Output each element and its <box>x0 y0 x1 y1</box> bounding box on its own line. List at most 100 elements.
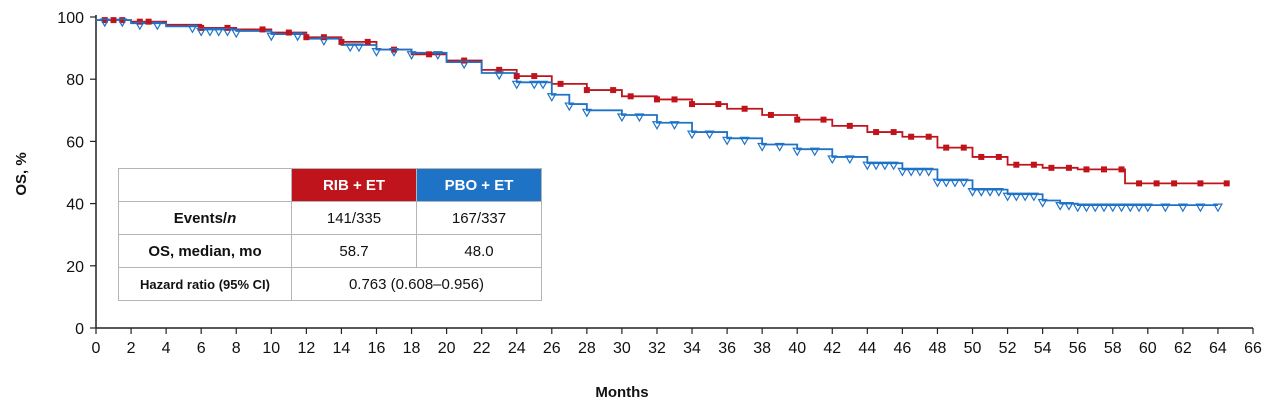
pbo-et-censor-mark <box>923 167 934 177</box>
rib-et-censor-mark <box>1171 180 1178 187</box>
rib-et-censor-mark <box>1100 166 1107 173</box>
pbo-et-censor-mark <box>537 80 549 90</box>
pbo-et-censor-mark <box>511 80 522 90</box>
pbo-et-censor-mark <box>792 147 803 157</box>
axes <box>95 15 1253 329</box>
x-tick-label: 24 <box>508 340 526 357</box>
pbo-et-censor-mark <box>266 32 277 42</box>
pbo-et-censor-mark <box>1177 203 1188 213</box>
pbo-et-censor-mark <box>117 18 128 28</box>
pbo-et-censor-mark <box>231 29 242 39</box>
x-ticks: 0 2 4 6 8 10 12 14 16 18 20 22 24 26 28 30 32 34 36 38 40 42 4… <box>92 328 1262 357</box>
pbo-et-censor-mark <box>967 188 978 197</box>
median-pbo: 48.0 <box>416 234 542 268</box>
x-tick-label: 62 <box>1174 340 1192 357</box>
rib-et-censor-mark <box>995 153 1002 160</box>
rib-et-censor-mark <box>794 116 801 123</box>
pbo-et-censor-mark <box>1125 203 1136 213</box>
y-tick-label: 20 <box>66 259 84 276</box>
x-tick-label: 30 <box>613 340 631 357</box>
rib-et-censor-mark <box>1118 166 1125 173</box>
pbo-et-censor-mark <box>564 102 575 112</box>
pbo-et-censor-mark <box>1037 198 1048 208</box>
pbo-et-censor-mark <box>204 27 215 37</box>
rib-et-censor-mark <box>338 38 345 45</box>
pbo-et-censor-mark <box>1134 203 1145 213</box>
pbo-et-censor-mark <box>993 188 1004 197</box>
x-tick-label: 42 <box>823 340 841 357</box>
pbo-et-censor-mark <box>634 113 645 123</box>
pbo-et-censor-mark <box>222 27 233 37</box>
pbo-et-censor-mark <box>958 178 969 188</box>
pbo-et-censor-mark <box>651 121 663 130</box>
rib-et-censor-mark <box>978 153 985 160</box>
censor-marks <box>99 17 1230 213</box>
rib-et-censor-mark <box>285 29 292 36</box>
pbo-et-censor-mark <box>1002 192 1013 202</box>
rib-et-censor-mark <box>908 133 915 140</box>
pbo-et-censor-mark <box>152 21 163 31</box>
y-tick-label: 40 <box>66 197 84 214</box>
x-tick-label: 16 <box>368 340 386 357</box>
x-tick-label: 40 <box>788 340 806 357</box>
pbo-et-censor-mark <box>1063 202 1074 211</box>
rib-et-censor-mark <box>426 51 433 58</box>
pbo-et-censor-mark <box>99 18 110 28</box>
rib-et-censor-mark <box>391 46 398 53</box>
pbo-et-censor-mark <box>1072 203 1083 213</box>
rib-et-censor-mark <box>1083 166 1090 173</box>
x-tick-label: 58 <box>1104 340 1122 357</box>
rib-et-censor-mark <box>557 80 564 87</box>
rib-et-censor-mark <box>1065 164 1072 171</box>
rib-et-censor-mark <box>1223 180 1230 187</box>
rib-et-censor-mark <box>496 66 503 73</box>
pbo-et-censor-mark <box>292 32 303 42</box>
rib-et-censor-mark <box>671 96 678 103</box>
rib-et-censor-mark <box>145 18 152 25</box>
rib-et-censor-mark <box>1197 180 1204 187</box>
x-axis-title: Months <box>595 384 648 401</box>
pbo-et-censor-mark <box>134 21 145 31</box>
y-ticks: 0 20 40 60 80 100 <box>57 10 96 338</box>
rib-et-censor-mark <box>531 73 538 80</box>
rib-et-censor-mark <box>1013 161 1020 168</box>
header-rib-et: RIB + ET <box>291 168 417 202</box>
x-tick-label: 0 <box>92 340 101 357</box>
x-tick-label: 22 <box>473 340 491 357</box>
pbo-et-censor-mark <box>686 130 698 140</box>
x-tick-label: 34 <box>683 340 701 357</box>
pbo-et-censor-mark <box>187 24 198 34</box>
pbo-et-censor-mark <box>932 178 943 188</box>
table-row: Hazard ratio (95% CI) 0.763 (0.608–0.956… <box>118 267 542 301</box>
pbo-et-censor-mark <box>432 51 443 60</box>
pbo-et-censor-mark <box>213 27 224 37</box>
table-row: Events/n 141/335 167/337 <box>118 201 542 235</box>
x-tick-label: 12 <box>297 340 315 357</box>
x-tick-label: 26 <box>543 340 561 357</box>
pbo-et-censor-mark <box>318 37 329 46</box>
pbo-et-censor-mark <box>879 161 890 171</box>
rib-et-censor-mark <box>259 26 266 33</box>
pbo-et-censor-mark <box>871 161 882 171</box>
pbo-et-censor-mark <box>1011 192 1022 202</box>
pbo-et-censor-mark <box>1160 203 1171 213</box>
rib-et-censor-mark <box>627 93 634 100</box>
pbo-et-censor-mark <box>985 188 996 197</box>
row-label-events-main: Events/ <box>173 209 228 227</box>
rib-et-censor-mark <box>513 73 520 80</box>
rib-et-censor-mark <box>653 96 660 103</box>
rib-et-censor-mark <box>689 101 696 108</box>
y-tick-label: 80 <box>66 72 84 89</box>
events-pbo: 167/337 <box>416 201 542 235</box>
events-rib: 141/335 <box>291 201 417 235</box>
rib-et-censor-mark <box>925 133 932 140</box>
pbo-et-censor-mark <box>897 167 908 177</box>
median-rib: 58.7 <box>291 234 417 268</box>
rib-et-censor-mark <box>1030 161 1037 168</box>
row-label-events: Events/n <box>118 201 292 235</box>
pbo-et-censor-mark <box>757 142 768 152</box>
rib-et-curve <box>96 19 1227 185</box>
header-pbo-et: PBO + ET <box>416 168 542 202</box>
table-corner-cell <box>118 168 292 202</box>
